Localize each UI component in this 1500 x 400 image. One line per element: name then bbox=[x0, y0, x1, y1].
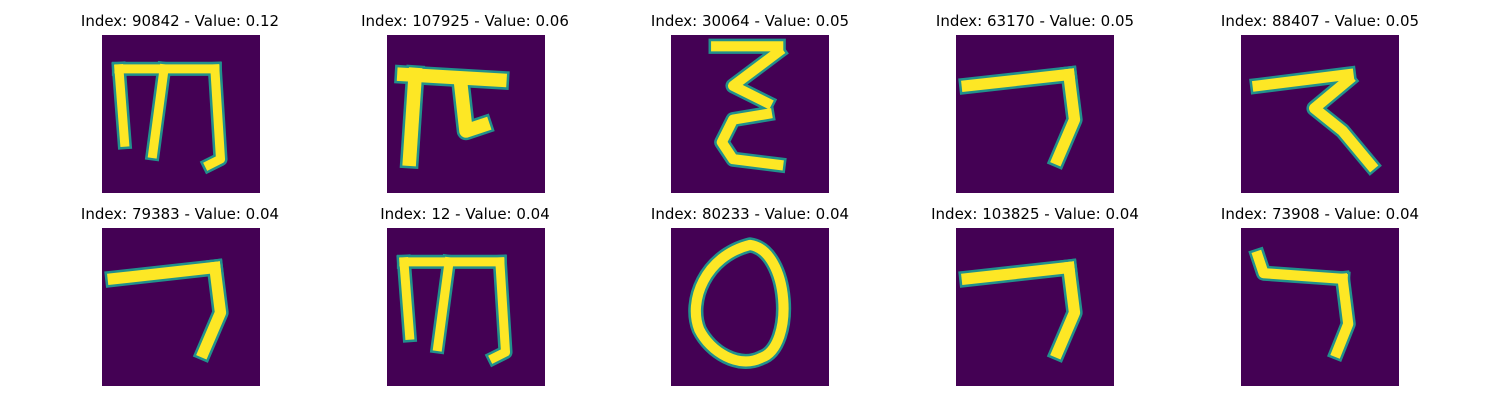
glyph-image-73908 bbox=[1241, 228, 1399, 386]
glyph-image-107925 bbox=[387, 35, 545, 193]
glyph-z-wave bbox=[1241, 35, 1399, 193]
panel-title: Index: 90842 - Value: 0.12 bbox=[80, 12, 280, 30]
glyph-stroke bbox=[961, 261, 1076, 286]
glyph-stroke bbox=[452, 72, 492, 138]
glyph-stroke bbox=[1330, 273, 1354, 359]
panel-title: Index: 80233 - Value: 0.04 bbox=[650, 205, 850, 223]
glyph-stroke bbox=[107, 261, 222, 286]
glyph-stroke bbox=[432, 256, 455, 352]
glyph-m-thick bbox=[387, 35, 545, 193]
glyph-stroke bbox=[488, 257, 511, 364]
glyph-stroke bbox=[961, 68, 1076, 93]
glyph-stroke bbox=[196, 261, 227, 360]
glyph-stroke bbox=[114, 64, 130, 148]
glyph-stroke bbox=[203, 64, 226, 171]
glyph-hook-left bbox=[1241, 228, 1399, 386]
glyph-hook-right bbox=[102, 228, 260, 386]
glyph-stroke bbox=[716, 108, 784, 171]
image-background bbox=[102, 228, 260, 386]
glyph-stroke bbox=[399, 257, 415, 341]
panel-title: Index: 107925 - Value: 0.06 bbox=[361, 12, 569, 30]
glyph-image-80233 bbox=[671, 228, 829, 386]
glyph-hook-right bbox=[956, 228, 1114, 386]
glyph-ring bbox=[671, 228, 829, 386]
image-background bbox=[956, 35, 1114, 193]
glyph-image-79383 bbox=[102, 228, 260, 386]
panel-title: Index: 103825 - Value: 0.04 bbox=[931, 205, 1139, 223]
glyph-stroke bbox=[147, 63, 170, 159]
glyph-image-30064 bbox=[671, 35, 829, 193]
glyph-image-103825 bbox=[956, 228, 1114, 386]
panel-title: Index: 79383 - Value: 0.04 bbox=[80, 205, 280, 223]
glyph-image-63170 bbox=[956, 35, 1114, 193]
glyph-m-shape bbox=[102, 35, 260, 193]
glyph-stroke bbox=[1308, 72, 1379, 173]
glyph-stroke bbox=[1050, 261, 1081, 360]
glyph-m-shape bbox=[387, 228, 545, 386]
panel-title: Index: 73908 - Value: 0.04 bbox=[1220, 205, 1420, 223]
panel-title: Index: 12 - Value: 0.04 bbox=[380, 205, 550, 223]
glyph-image-88407 bbox=[1241, 35, 1399, 193]
glyph-z-stack bbox=[671, 35, 829, 193]
glyph-image-12 bbox=[387, 228, 545, 386]
image-background bbox=[956, 228, 1114, 386]
glyph-stroke bbox=[727, 44, 786, 110]
glyph-stroke bbox=[1050, 68, 1081, 167]
panel-title: Index: 88407 - Value: 0.05 bbox=[1220, 12, 1420, 30]
glyph-stroke bbox=[1251, 68, 1355, 92]
panel-title: Index: 63170 - Value: 0.05 bbox=[935, 12, 1135, 30]
glyph-stroke bbox=[690, 239, 789, 367]
image-background bbox=[1241, 228, 1399, 386]
glyph-image-90842 bbox=[102, 35, 260, 193]
panel-title: Index: 30064 - Value: 0.05 bbox=[650, 12, 850, 30]
glyph-hook-right bbox=[956, 35, 1114, 193]
glyph-stroke bbox=[1251, 249, 1348, 285]
glyph-stroke bbox=[402, 67, 423, 167]
